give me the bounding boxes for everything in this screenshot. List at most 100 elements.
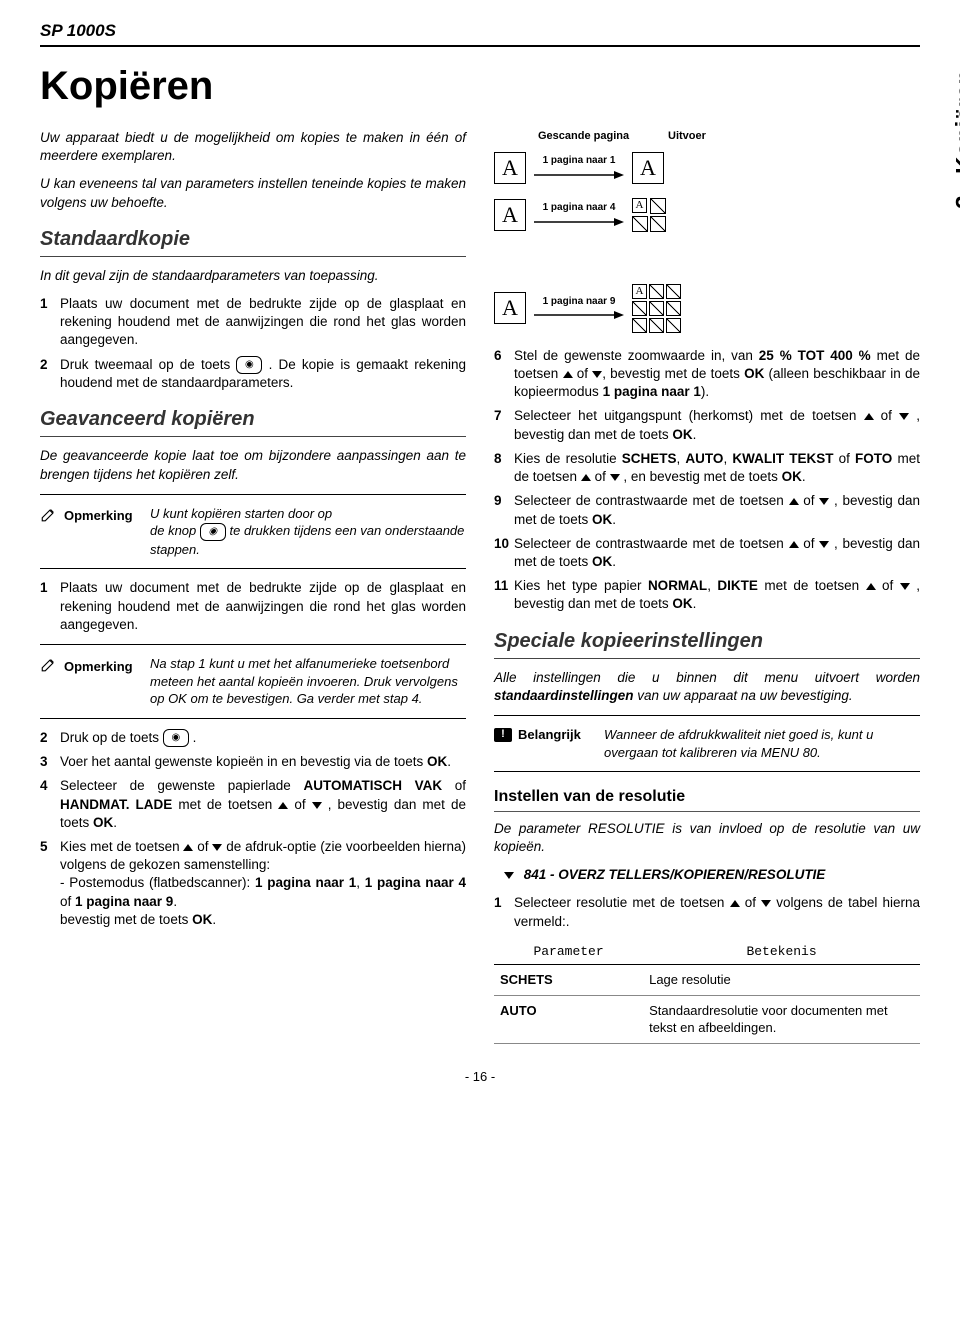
section-special: Speciale kopieerinstellingen — [494, 628, 920, 659]
step-body: Voer het aantal gewenste kopieën in en b… — [60, 753, 466, 771]
down-arrow-icon — [592, 371, 602, 378]
diagram-row-3: A 1 pagina naar 9 A — [494, 284, 920, 333]
text-fragment: Druk op de toets — [60, 730, 163, 745]
text-bold: standaardinstellingen — [494, 688, 634, 703]
table-header: Betekenis — [643, 939, 920, 965]
text-fragment: . — [612, 512, 616, 527]
text-fragment: of — [573, 366, 593, 381]
text-bold: SCHETS — [622, 451, 677, 466]
step-body: Druk op de toets ◉ . — [60, 729, 466, 747]
diagram-headers: Gescande pagina Uitvoer — [494, 129, 920, 144]
list-item: 1 Selecteer resolutie met de toetsen of … — [494, 894, 920, 930]
side-tab: 3 - Kopiëren — [950, 70, 960, 209]
text-fragment: ). — [701, 384, 709, 399]
step-number: 2 — [40, 356, 60, 393]
table-cell: SCHETS — [494, 965, 643, 996]
step-body: Plaats uw document met de bedrukte zijde… — [60, 295, 466, 350]
text-bold: OK — [592, 512, 612, 527]
text-bold: OK — [672, 596, 692, 611]
text-bold: 25 % TOT 400 % — [759, 348, 871, 363]
standard-intro: In dit geval zijn de standaardparameters… — [40, 267, 466, 285]
text-fragment: Selecteer de gewenste papierlade — [60, 778, 303, 793]
step-number: 6 — [494, 347, 514, 402]
page-box-icon: A — [494, 152, 526, 184]
text-fragment: Selecteer het uitgangspunt (herkomst) me… — [514, 408, 864, 423]
up-arrow-icon — [563, 371, 573, 378]
step-number: 2 — [40, 729, 60, 747]
text-fragment: of — [591, 469, 610, 484]
step-body: Kies het type papier NORMAL, DIKTE met d… — [514, 577, 920, 613]
text-fragment: . — [802, 469, 806, 484]
list-item: 1 Plaats uw document met de bedrukte zij… — [40, 579, 466, 634]
up-arrow-icon — [864, 413, 874, 420]
header-rule — [40, 45, 920, 47]
header-model: SP 1000S — [40, 20, 920, 45]
important-body: Wanneer de afdrukkwaliteit niet goed is,… — [604, 726, 920, 761]
arrow-icon — [534, 308, 624, 322]
table-header-row: Parameter Betekenis — [494, 939, 920, 965]
list-item: 6 Stel de gewenste zoomwaarde in, van 25… — [494, 347, 920, 402]
text-fragment: of — [874, 408, 900, 423]
step-body: Druk tweemaal op de toets ◉ . De kopie i… — [60, 356, 466, 393]
down-arrow-icon — [899, 413, 909, 420]
arrow-icon — [534, 168, 624, 182]
text-fragment: , bevestig met de toets — [602, 366, 744, 381]
text-fragment: of — [740, 895, 762, 910]
text-bold: KWALIT TEKST — [732, 451, 833, 466]
diagram-label: 1 pagina naar 9 — [543, 295, 616, 309]
special-intro: Alle instellingen die u binnen dit menu … — [494, 669, 920, 705]
step-number: 1 — [40, 579, 60, 634]
text-bold: HANDMAT. LADE — [60, 797, 172, 812]
list-item: 11 Kies het type papier NORMAL, DIKTE me… — [494, 577, 920, 613]
text-fragment: of — [876, 578, 900, 593]
text-fragment: Stel de gewenste zoomwaarde in, van — [514, 348, 759, 363]
step-body: Selecteer het uitgangspunt (herkomst) me… — [514, 407, 920, 443]
up-arrow-icon — [278, 802, 288, 809]
advanced-intro: De geavanceerde kopie laat toe om bijzon… — [40, 447, 466, 483]
menu-path: 841 - OVERZ TELLERS/KOPIEREN/RESOLUTIE — [504, 866, 920, 884]
text-fragment: Selecteer de contrastwaarde met de toets… — [514, 493, 789, 508]
arrow-icon — [534, 215, 624, 229]
text-bold: OK — [592, 554, 612, 569]
text-bold: 1 pagina naar 9 — [75, 894, 173, 909]
list-item: 9 Selecteer de contrastwaarde met de toe… — [494, 492, 920, 528]
text-fragment: . — [212, 912, 216, 927]
important-label: ! Belangrijk — [494, 726, 604, 744]
list-item: 3 Voer het aantal gewenste kopieën in en… — [40, 753, 466, 771]
step-body: Selecteer resolutie met de toetsen of vo… — [514, 894, 920, 930]
text-bold: OK — [93, 815, 113, 830]
down-arrow-icon — [212, 844, 222, 851]
list-item: 10 Selecteer de contrastwaarde met de to… — [494, 535, 920, 571]
list-item: 1 Plaats uw document met de bedrukte zij… — [40, 295, 466, 350]
up-arrow-icon — [183, 844, 193, 851]
text-fragment: , — [723, 451, 732, 466]
list-item: 2 Druk tweemaal op de toets ◉ . De kopie… — [40, 356, 466, 393]
text-bold: OK — [192, 912, 212, 927]
step-number: 10 — [494, 535, 514, 571]
resolution-steps: 1 Selecteer resolutie met de toetsen of … — [494, 894, 920, 930]
text-bold: OK — [782, 469, 802, 484]
list-item: 4 Selecteer de gewenste papierlade AUTOM… — [40, 777, 466, 832]
step-body: Kies de resolutie SCHETS, AUTO, KWALIT T… — [514, 450, 920, 486]
text-fragment: . — [193, 730, 197, 745]
left-column: Uw apparaat biedt u de mogelijkheid om k… — [40, 129, 466, 1044]
text-fragment: , — [356, 875, 364, 890]
pencil-icon — [40, 505, 58, 528]
section-geavanceerd: Geavanceerd kopiëren — [40, 406, 466, 437]
text-bold: AUTOMATISCH VAK — [303, 778, 442, 793]
diagram-row-1: A 1 pagina naar 1 A — [494, 152, 920, 184]
text-fragment: Selecteer resolutie met de toetsen — [514, 895, 730, 910]
table-row: SCHETS Lage resolutie — [494, 965, 920, 996]
note-label: Opmerking — [40, 655, 150, 678]
page-title: Kopiëren — [40, 59, 920, 113]
note-label: Opmerking — [40, 505, 150, 528]
text-line: U kunt kopiëren starten door op — [150, 505, 466, 523]
down-arrow-icon — [312, 802, 322, 809]
step-number: 3 — [40, 753, 60, 771]
down-arrow-icon — [761, 900, 771, 907]
down-arrow-icon — [819, 541, 829, 548]
text-fragment: van uw apparaat na uw bevestiging. — [634, 688, 853, 703]
important-box: ! Belangrijk Wanneer de afdrukkwaliteit … — [494, 715, 920, 772]
text-fragment: . — [447, 754, 451, 769]
up-arrow-icon — [730, 900, 740, 907]
